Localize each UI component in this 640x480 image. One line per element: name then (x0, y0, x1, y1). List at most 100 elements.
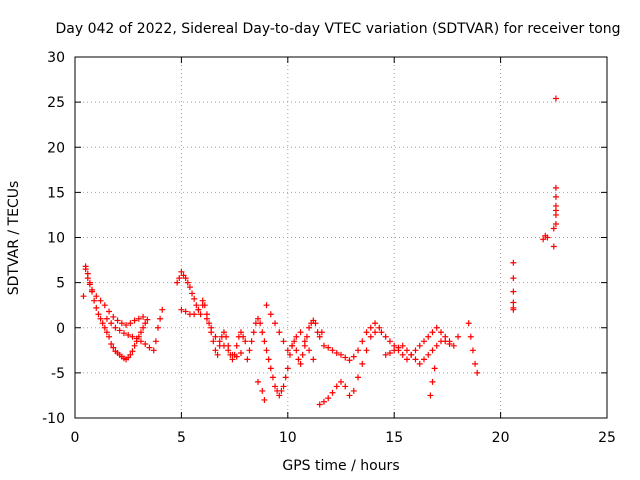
data-point (101, 302, 108, 309)
data-point (101, 324, 108, 331)
data-point (420, 338, 427, 345)
data-point (552, 220, 559, 227)
data-point (93, 293, 100, 300)
data-point (297, 329, 304, 336)
data-point (265, 356, 272, 363)
data-point (359, 360, 366, 367)
data-point (84, 275, 91, 282)
data-point (446, 340, 453, 347)
data-point (282, 374, 289, 381)
data-point (259, 329, 266, 336)
data-point (246, 347, 253, 354)
data-point (206, 320, 213, 327)
data-point (280, 338, 287, 345)
data-point (267, 311, 274, 318)
x-tick-label: 0 (71, 430, 80, 446)
data-point (150, 347, 157, 354)
data-point (465, 320, 472, 327)
data-point (261, 338, 268, 345)
data-point (333, 383, 340, 390)
data-point (442, 338, 449, 345)
data-point (257, 320, 264, 327)
data-point (259, 387, 266, 394)
data-point (106, 308, 113, 315)
data-point (412, 347, 419, 354)
x-tick-label: 25 (598, 430, 616, 446)
data-point (157, 315, 164, 322)
data-point (97, 297, 104, 304)
data-point (220, 329, 227, 336)
data-point (284, 347, 291, 354)
data-point (103, 315, 110, 322)
data-point (91, 297, 98, 304)
data-point (80, 293, 87, 300)
data-point (333, 350, 340, 357)
data-point (118, 320, 125, 327)
data-point (276, 329, 283, 336)
data-point (346, 357, 353, 364)
data-point (403, 347, 410, 354)
data-point (195, 306, 202, 313)
data-point (129, 348, 136, 355)
data-point (176, 275, 183, 282)
data-point (191, 311, 198, 318)
data-point (114, 317, 121, 324)
data-point (320, 342, 327, 349)
data-point (467, 333, 474, 340)
data-point (197, 311, 204, 318)
data-point (325, 344, 332, 351)
data-point (395, 344, 402, 351)
y-tick-label: 20 (47, 140, 65, 156)
data-point (420, 356, 427, 363)
data-point (223, 333, 230, 340)
data-point (469, 347, 476, 354)
data-point (144, 316, 151, 323)
data-point (552, 184, 559, 191)
data-point (295, 356, 302, 363)
data-point (137, 338, 144, 345)
data-point (540, 236, 547, 243)
data-point (240, 333, 247, 340)
data-point (184, 279, 191, 286)
y-tick-label: 15 (47, 185, 65, 201)
y-tick-label: 10 (47, 231, 65, 247)
data-point (429, 329, 436, 336)
data-point (552, 193, 559, 200)
data-point (350, 387, 357, 394)
data-point (355, 374, 362, 381)
data-point (372, 329, 379, 336)
data-point (510, 259, 517, 266)
y-tick-label: -5 (51, 366, 65, 382)
data-point (510, 306, 517, 313)
data-point (320, 398, 327, 405)
data-point (261, 396, 268, 403)
data-point (289, 342, 296, 349)
data-point (82, 266, 89, 273)
data-point (280, 383, 287, 390)
data-point (382, 351, 389, 358)
y-axis-label: SDTVAR / TECUs (6, 181, 22, 296)
data-point (142, 340, 149, 347)
data-point (433, 342, 440, 349)
data-point (174, 279, 181, 286)
data-point (408, 351, 415, 358)
data-point (278, 387, 285, 394)
data-point (355, 347, 362, 354)
data-point (510, 275, 517, 282)
data-point (89, 286, 96, 293)
data-point (338, 351, 344, 358)
data-point (363, 347, 370, 354)
data-point (474, 369, 481, 376)
data-point (233, 353, 240, 360)
data-point (244, 356, 251, 363)
data-point (342, 383, 349, 390)
data-point (391, 347, 398, 354)
data-point (378, 329, 385, 336)
data-point (363, 329, 370, 336)
data-point (306, 324, 313, 331)
data-point (193, 302, 200, 309)
data-point (159, 306, 166, 313)
data-point (220, 342, 227, 349)
x-tick-label: 5 (177, 430, 186, 446)
